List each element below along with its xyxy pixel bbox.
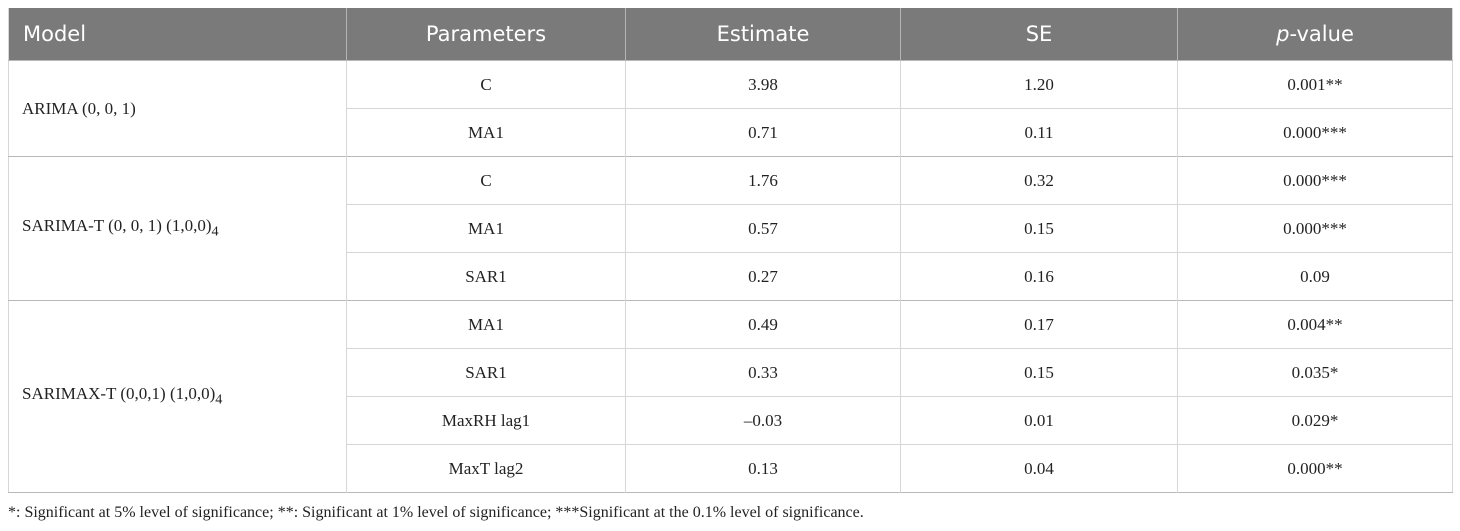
table-body: ARIMA (0, 0, 1) C 3.98 1.20 0.001** MA1 0.71 0.… (8, 60, 1453, 493)
table-row: SAR1 0.33 0.15 0.035* (9, 348, 1453, 397)
value-cell: 0.001** (1177, 60, 1453, 109)
value-cell: C (346, 156, 626, 205)
model-cell: SARIMA-T (0, 0, 1) (1,0,0)4 (8, 156, 347, 301)
value-cell: 1.20 (900, 60, 1178, 109)
value-cell: MaxT lag2 (346, 444, 626, 493)
table-row: MaxT lag2 0.13 0.04 0.000** (9, 444, 1453, 493)
value-cell: 1.76 (625, 156, 901, 205)
value-cell: 0.17 (900, 300, 1178, 349)
header-cell: Parameters (346, 8, 626, 61)
header-row: Model Parameters Estimate SE p-value (8, 8, 1453, 61)
header-cell: SE (900, 8, 1178, 61)
value-cell: SAR1 (346, 348, 626, 397)
value-cell: 0.000*** (1177, 156, 1453, 205)
value-cell: SAR1 (346, 252, 626, 301)
header-text: -value (1289, 22, 1354, 46)
table-row: MA1 0.71 0.11 0.000*** (9, 108, 1453, 157)
model-subscript: 4 (215, 391, 223, 408)
value-cell: 0.04 (900, 444, 1178, 493)
table-row: MaxRH lag1 –0.03 0.01 0.029* (9, 396, 1453, 445)
value-cell: 0.49 (625, 300, 901, 349)
footnote: *: Significant at 5% level of significan… (8, 504, 864, 521)
header-italic: p (1276, 22, 1290, 46)
header-cell: p-value (1177, 8, 1453, 61)
value-cell: 0.11 (900, 108, 1178, 157)
value-cell: 0.09 (1177, 252, 1453, 301)
value-cell: 0.16 (900, 252, 1178, 301)
value-cell: 0.035* (1177, 348, 1453, 397)
value-cell: –0.03 (625, 396, 901, 445)
results-table: Model Parameters Estimate SE p-value ARIMA (… (8, 8, 1453, 493)
table-row: ARIMA (0, 0, 1) C 3.98 1.20 0.001** (8, 60, 1453, 157)
value-cell: MA1 (346, 300, 626, 349)
value-cell: 3.98 (625, 60, 901, 109)
model-cell: ARIMA (0, 0, 1) (8, 60, 347, 157)
value-cell: 0.029* (1177, 396, 1453, 445)
table-row: SAR1 0.27 0.16 0.09 (9, 252, 1453, 301)
header-cell: Estimate (625, 8, 901, 61)
value-cell: MA1 (346, 108, 626, 157)
value-cell: 0.32 (900, 156, 1178, 205)
value-cell: 0.000*** (1177, 108, 1453, 157)
value-cell: MA1 (346, 204, 626, 253)
model-name: SARIMAX-T (0,0,1) (1,0,0) (22, 384, 216, 404)
model-name: SARIMA-T (0, 0, 1) (1,0,0) (22, 216, 212, 236)
table-row: MA1 0.57 0.15 0.000*** (9, 204, 1453, 253)
value-cell: 0.01 (900, 396, 1178, 445)
value-cell: 0.004** (1177, 300, 1453, 349)
model-name: ARIMA (0, 0, 1) (22, 98, 136, 118)
value-cell: 0.15 (900, 204, 1178, 253)
value-cell: 0.000** (1177, 444, 1453, 493)
table-row: SARIMA-T (0, 0, 1) (1,0,0)4 C 1.76 0.32 0.00… (8, 156, 1453, 301)
model-subscript: 4 (211, 223, 219, 240)
value-cell: 0.13 (625, 444, 901, 493)
value-cell: C (346, 60, 626, 109)
model-cell: SARIMAX-T (0,0,1) (1,0,0)4 (8, 300, 347, 493)
value-cell: MaxRH lag1 (346, 396, 626, 445)
header-cell: Model (8, 8, 347, 61)
value-cell: 0.33 (625, 348, 901, 397)
value-cell: 0.000*** (1177, 204, 1453, 253)
table-row: SARIMAX-T (0,0,1) (1,0,0)4 MA1 0.49 0.17 0.0… (8, 300, 1453, 493)
value-cell: 0.57 (625, 204, 901, 253)
value-cell: 0.71 (625, 108, 901, 157)
value-cell: 0.15 (900, 348, 1178, 397)
value-cell: 0.27 (625, 252, 901, 301)
